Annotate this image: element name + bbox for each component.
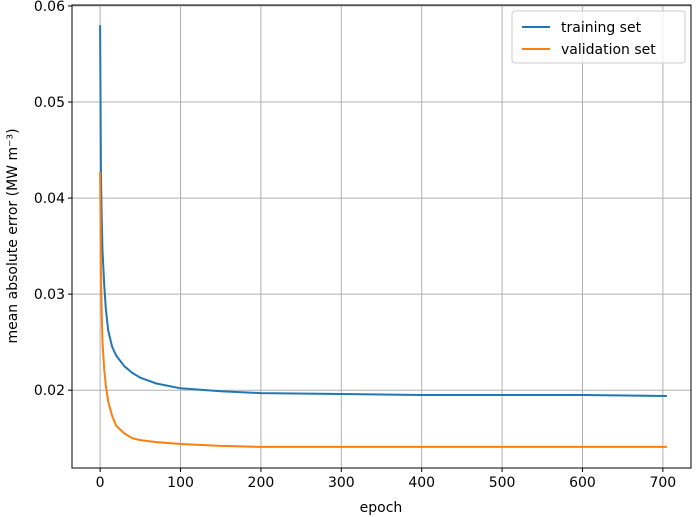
- y-tick-label: 0.03: [34, 287, 65, 303]
- y-tick-label: 0.06: [34, 0, 65, 15]
- y-axis-label: mean absolute error (MW m⁻³): [5, 128, 21, 343]
- y-tick-label: 0.02: [34, 383, 65, 399]
- legend-label: training set: [561, 20, 642, 36]
- series-line-validation-set: [99, 172, 667, 448]
- y-tick-label: 0.04: [34, 191, 65, 207]
- x-tick-label: 300: [328, 475, 355, 491]
- plot-frame: [71, 4, 692, 469]
- x-tick-label: 0: [96, 475, 105, 491]
- legend: training set validation set: [511, 10, 686, 64]
- legend-box: [511, 10, 686, 64]
- x-tick-label: 700: [649, 475, 676, 491]
- series-line-training-set: [99, 25, 667, 397]
- series-lines: [99, 25, 667, 448]
- ticks: 0 100 200 300 400 500 600 700 0.02 0.03 0.04 0.05 0.…: [34, 0, 676, 491]
- grid: [72, 5, 691, 468]
- y-tick-label: 0.05: [34, 95, 65, 111]
- x-tick-label: 100: [167, 475, 194, 491]
- x-tick-label: 200: [248, 475, 275, 491]
- x-tick-label: 600: [569, 475, 596, 491]
- x-tick-label: 500: [489, 475, 516, 491]
- x-tick-label: 400: [408, 475, 435, 491]
- legend-label: validation set: [561, 42, 656, 58]
- x-axis-label: epoch: [360, 500, 403, 516]
